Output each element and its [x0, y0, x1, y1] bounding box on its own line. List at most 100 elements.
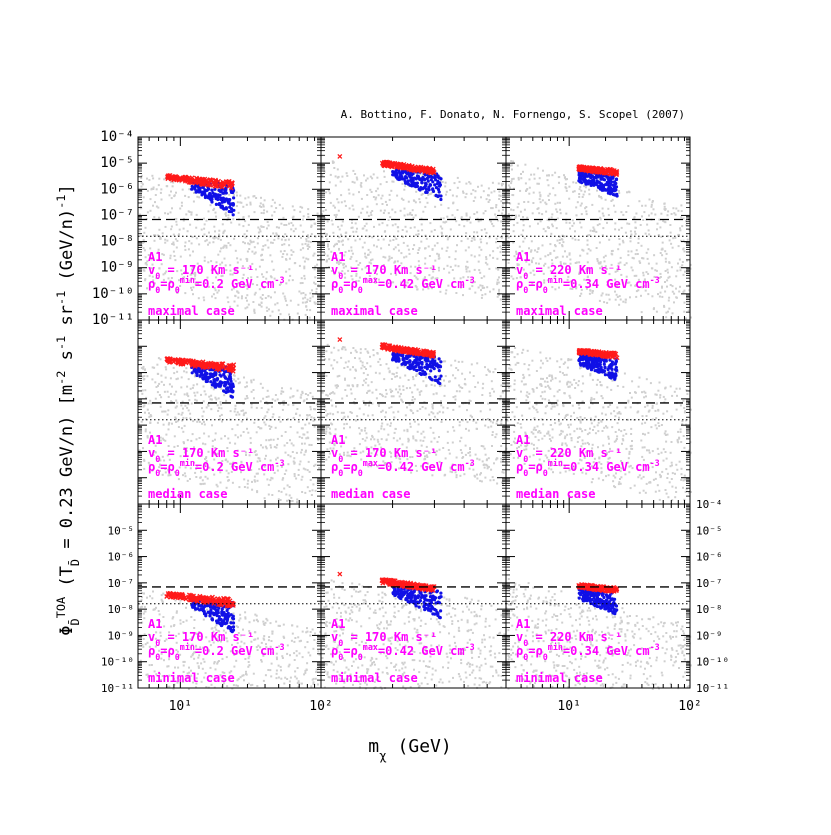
scan-point [366, 373, 369, 376]
scan-point [224, 211, 227, 214]
scan-point [465, 265, 467, 268]
blue-point [439, 197, 443, 202]
scan-point [199, 476, 202, 479]
scan-point [677, 441, 680, 444]
scan-point [544, 255, 547, 258]
scan-point [687, 309, 690, 312]
scan-point [141, 183, 144, 186]
scan-point [314, 283, 317, 285]
scan-point [580, 288, 583, 291]
scan-point [273, 291, 276, 294]
scan-point [255, 431, 258, 434]
scan-point [208, 466, 211, 469]
scan-point [414, 201, 417, 204]
scan-point [385, 389, 387, 392]
scan-point [298, 290, 301, 293]
scan-point [458, 405, 461, 408]
scan-point [581, 442, 584, 445]
scan-point [533, 273, 536, 276]
scan-point [586, 239, 589, 242]
scan-point [301, 475, 304, 478]
scan-point [246, 427, 248, 430]
scan-point [424, 407, 427, 410]
scan-point [528, 374, 531, 377]
blue-point [391, 170, 395, 174]
scan-point [432, 393, 435, 396]
scan-point [403, 429, 406, 432]
scan-point [382, 264, 385, 266]
scan-point [343, 200, 346, 203]
scan-point [490, 468, 493, 471]
scan-point [217, 452, 219, 455]
scan-point [378, 358, 381, 361]
scan-point [561, 234, 564, 237]
scan-point [515, 253, 518, 255]
scan-point [544, 405, 547, 408]
scan-point [624, 231, 627, 234]
scan-point [500, 457, 503, 460]
scan-point [296, 501, 298, 504]
scan-point [585, 210, 588, 213]
scan-point [503, 242, 506, 245]
scan-point [304, 301, 307, 304]
scan-point [417, 249, 420, 251]
scan-point [431, 404, 434, 407]
scan-point [195, 213, 198, 216]
scan-point [237, 377, 240, 380]
scan-point [454, 377, 457, 380]
blue-point [222, 389, 226, 393]
scan-point [409, 265, 412, 268]
scan-point [176, 370, 179, 373]
scan-point [559, 471, 562, 474]
scan-point [365, 368, 367, 370]
scan-point [569, 287, 572, 290]
scan-point [251, 488, 254, 491]
scan-point [344, 389, 347, 391]
scan-point [477, 381, 479, 384]
scan-point [232, 193, 235, 196]
scan-point [647, 272, 650, 275]
scan-point [481, 394, 484, 396]
scan-point [406, 281, 409, 284]
scan-point [583, 185, 586, 188]
scan-point [483, 447, 486, 450]
scan-point [428, 274, 431, 277]
blue-point [225, 390, 230, 394]
scan-point [251, 262, 254, 265]
scan-point [160, 374, 163, 377]
scan-point [309, 479, 312, 481]
scan-point [581, 196, 584, 198]
scan-point [364, 255, 367, 258]
scan-point [149, 247, 152, 250]
scan-point [492, 479, 495, 482]
scan-point [544, 262, 547, 265]
scan-point [297, 468, 300, 471]
scan-point [141, 375, 144, 378]
scan-point [292, 224, 295, 227]
scan-point [541, 244, 544, 247]
scan-point [469, 371, 471, 374]
blue-point [195, 189, 199, 193]
scan-point [398, 249, 400, 252]
scan-point [499, 245, 502, 248]
scan-point [286, 442, 289, 444]
scan-point [666, 285, 668, 288]
scan-point [143, 459, 146, 462]
scan-point [376, 438, 379, 441]
scan-point [253, 311, 256, 314]
scan-point [365, 229, 368, 232]
scan-point [263, 473, 266, 476]
scan-point [221, 420, 223, 423]
scan-point [407, 437, 410, 440]
scan-point [246, 397, 249, 400]
scan-point [548, 217, 551, 220]
scan-point [275, 207, 278, 209]
scan-point [510, 444, 513, 446]
scan-point [639, 224, 642, 226]
scan-point [602, 256, 605, 259]
scan-point [491, 434, 494, 436]
scan-point [558, 286, 560, 289]
scan-point [341, 270, 344, 273]
scan-point [679, 227, 681, 230]
scan-point [421, 229, 424, 232]
